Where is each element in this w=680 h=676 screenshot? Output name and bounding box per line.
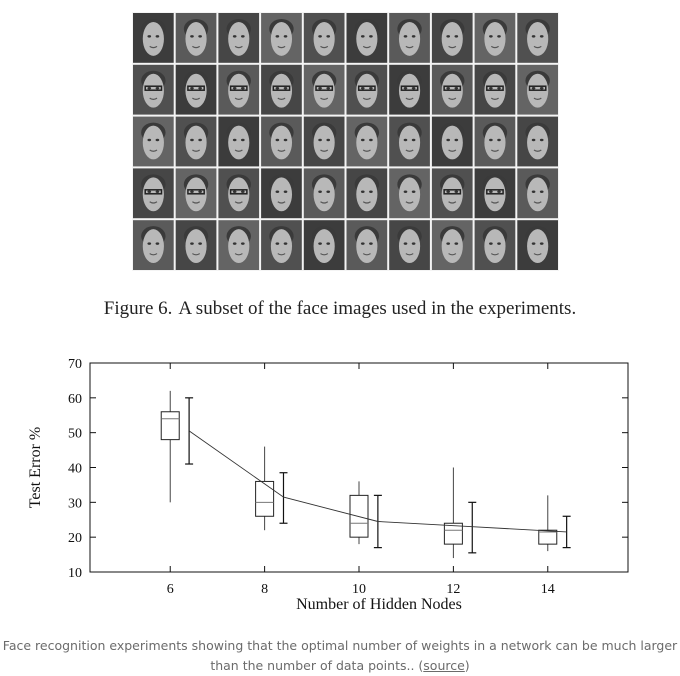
face-thumbnail: [303, 64, 345, 115]
x-tick-label: 14: [541, 582, 555, 597]
face-thumbnail: [218, 220, 260, 270]
face-thumbnail: [261, 220, 302, 270]
y-tick-label: 60: [68, 392, 82, 407]
face-thumbnail: [389, 168, 430, 219]
face-thumbnail: [431, 13, 473, 63]
y-tick-label: 10: [68, 566, 82, 581]
face-thumbnail: [346, 13, 388, 63]
x-tick-label: 6: [167, 582, 174, 597]
face-thumbnail: [218, 168, 260, 219]
figure-label: Figure 6.: [103, 298, 173, 319]
face-thumbnail: [261, 168, 302, 219]
face-thumbnail: [346, 64, 388, 115]
face-thumbnail: [517, 168, 558, 219]
article-caption: Face recognition experiments showing tha…: [0, 636, 680, 676]
face-thumbnail: [389, 116, 430, 167]
box-iqr: [255, 480, 275, 517]
x-tick-label: 10: [352, 582, 366, 597]
box-iqr: [538, 529, 558, 545]
face-thumbnail: [346, 220, 388, 270]
box-iqr: [160, 411, 180, 441]
test-error-chart: 10 20 30 40 50 60 70 6 8 10 12 14 Number of Hidden N…: [27, 357, 629, 613]
face-thumbnail: [474, 168, 516, 219]
y-tick-label: 70: [68, 357, 82, 372]
x-axis-label: Number of Hidden Nodes: [296, 596, 462, 613]
mean-line: [188, 430, 567, 533]
face-thumbnail: [218, 116, 260, 167]
x-tick-label: 12: [446, 582, 460, 597]
face-thumbnail: [303, 168, 345, 219]
face-thumbnail: [175, 64, 217, 115]
face-thumbnail: [175, 116, 217, 167]
face-thumbnail: [517, 64, 558, 115]
face-image-grid: [132, 12, 559, 271]
box-plot-box: [349, 481, 369, 545]
face-thumbnail: [175, 220, 217, 270]
face-thumbnail: [261, 13, 302, 63]
face-thumbnail: [389, 64, 430, 115]
y-tick-label: 40: [68, 462, 82, 477]
y-axis-label: Test Error %: [27, 427, 44, 509]
box-plot-box: [160, 390, 180, 503]
face-thumbnail: [261, 116, 302, 167]
face-thumbnail: [389, 13, 430, 63]
face-thumbnail: [517, 220, 558, 270]
error-bar: [185, 397, 194, 465]
face-thumbnail: [175, 13, 217, 63]
x-tick-label: 8: [261, 582, 268, 597]
face-thumbnail: [346, 168, 388, 219]
face-thumbnail: [303, 13, 345, 63]
face-thumbnail: [133, 13, 174, 63]
face-thumbnail: [346, 116, 388, 167]
face-thumbnail: [303, 116, 345, 167]
y-tick-label: 50: [68, 427, 82, 442]
y-tick-label: 20: [68, 531, 82, 546]
face-thumbnail: [303, 220, 345, 270]
face-thumbnail: [517, 13, 558, 63]
figure-caption-text: A subset of the face images used in the …: [178, 298, 577, 319]
article-caption-closing: ): [464, 658, 470, 673]
face-thumbnail: [431, 116, 473, 167]
face-thumbnail: [133, 168, 174, 219]
face-thumbnail: [474, 13, 516, 63]
face-thumbnail: [474, 64, 516, 115]
figure-caption: Figure 6. A subset of the face images use…: [0, 298, 680, 320]
face-thumbnail: [474, 220, 516, 270]
face-thumbnail: [218, 13, 260, 63]
source-link[interactable]: source: [423, 658, 465, 673]
face-thumbnail: [261, 64, 302, 115]
face-thumbnail: [175, 168, 217, 219]
face-thumbnail: [474, 116, 516, 167]
box-plot-box: [255, 446, 275, 531]
face-thumbnail: [389, 220, 430, 270]
face-thumbnail: [133, 220, 174, 270]
face-thumbnail: [517, 116, 558, 167]
box-plot-box: [538, 495, 558, 552]
error-bar: [468, 501, 477, 554]
face-thumbnail: [133, 116, 174, 167]
box-iqr: [443, 522, 463, 545]
y-tick-label: 30: [68, 496, 82, 511]
face-thumbnail: [431, 168, 473, 219]
face-thumbnail: [431, 220, 473, 270]
error-bar: [279, 472, 288, 524]
box-plot-box: [443, 467, 463, 559]
face-thumbnail: [218, 64, 260, 115]
face-thumbnail: [133, 64, 174, 115]
article-caption-text: Face recognition experiments showing tha…: [2, 638, 678, 673]
face-thumbnail: [431, 64, 473, 115]
